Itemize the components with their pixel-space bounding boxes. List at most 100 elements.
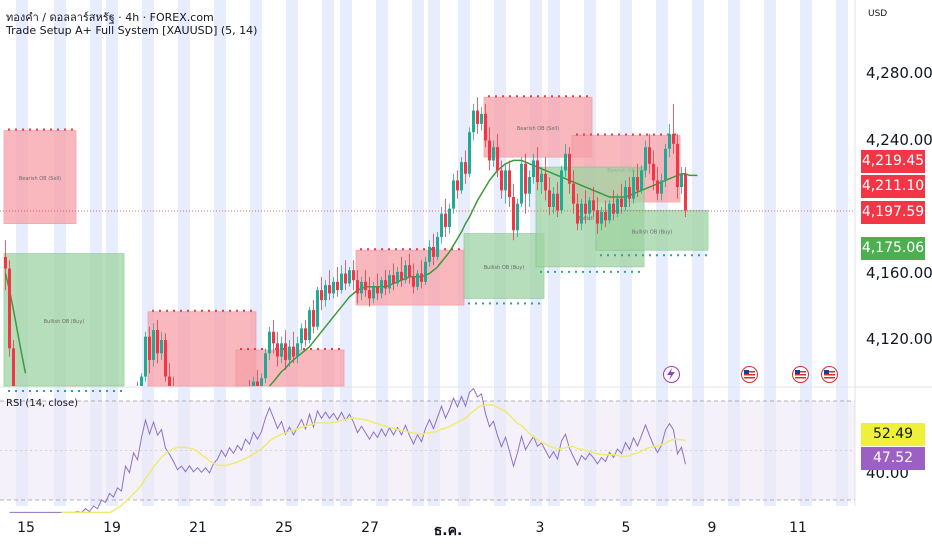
bull-candle	[316, 286, 319, 331]
bear-candle	[272, 320, 275, 354]
candle-body	[436, 236, 439, 257]
symbol-title[interactable]: ทองคำ / ดอลลาร์สหรัฐ · 4h · FOREX.com	[6, 11, 214, 24]
bear-candle	[4, 240, 7, 291]
zone-marker	[614, 254, 616, 257]
candle-body	[160, 340, 163, 354]
rsi-title[interactable]: RSI (14, close)	[6, 398, 79, 409]
candle-body	[424, 261, 427, 282]
bull-candle	[372, 281, 375, 304]
zone-marker	[381, 248, 383, 251]
candle-body	[332, 281, 335, 294]
candle-body	[664, 148, 667, 181]
bear-candle	[496, 133, 499, 178]
zone-marker	[423, 248, 425, 251]
zone-marker	[57, 128, 59, 131]
candle-body	[308, 310, 311, 340]
candle-body	[656, 180, 659, 194]
zone-marker	[388, 248, 390, 251]
candle-body	[276, 343, 279, 357]
bear-candle	[672, 103, 675, 154]
candle-body	[616, 198, 619, 214]
bull-candle	[160, 331, 163, 360]
zone-marker	[496, 302, 498, 305]
candle-body	[660, 180, 663, 194]
candle-body	[420, 273, 423, 282]
demand-zone	[463, 233, 545, 299]
flash-icon[interactable]	[663, 366, 680, 383]
candle-body	[648, 147, 651, 164]
indicator-title[interactable]: Trade Setup A+ Full System [XAUUSD] (5, …	[6, 24, 258, 37]
bull-candle	[428, 240, 431, 267]
zone-marker	[544, 95, 546, 98]
zone-marker	[575, 270, 577, 273]
time-tick-label: 9	[707, 520, 717, 536]
bull-candle	[260, 373, 263, 386]
candle-body	[428, 246, 431, 262]
zone-marker	[43, 390, 45, 392]
bear-candle	[364, 270, 367, 297]
bull-candle	[580, 198, 583, 231]
zone-marker	[631, 270, 633, 273]
zone-marker	[656, 254, 658, 257]
zone-marker	[416, 248, 418, 251]
bull-candle	[300, 323, 303, 350]
candle-body	[268, 331, 271, 354]
us-flag-icon[interactable]	[792, 366, 809, 383]
candle-body	[564, 153, 567, 171]
bull-candle	[680, 167, 683, 194]
zone-marker	[36, 390, 38, 392]
bull-candle	[144, 331, 147, 382]
zone-marker	[482, 302, 484, 305]
zone-marker	[106, 390, 108, 392]
bear-candle	[156, 320, 159, 364]
candle-body	[4, 256, 7, 269]
zone-marker	[625, 133, 627, 136]
bear-candle	[628, 177, 631, 207]
supply-zone	[3, 130, 77, 225]
zone-marker	[649, 254, 651, 257]
candle-body	[644, 147, 647, 171]
us-flag-icon[interactable]	[821, 366, 838, 383]
bull-candle	[460, 157, 463, 194]
candle-body	[452, 180, 455, 209]
candle-body	[400, 271, 403, 281]
us-flag-icon[interactable]	[741, 366, 758, 383]
bull-candle	[624, 180, 627, 211]
bear-candle	[604, 200, 607, 227]
time-tick-label: 5	[621, 520, 631, 536]
candle-body	[524, 163, 527, 194]
candle-body	[640, 170, 643, 191]
candle-body	[8, 268, 11, 349]
candle-body	[556, 193, 559, 211]
candle-body	[604, 211, 607, 221]
bull-candle	[152, 323, 155, 367]
bull-candle	[296, 336, 299, 364]
candle-body	[348, 270, 351, 284]
bear-candle	[488, 127, 491, 171]
zone-marker	[503, 302, 505, 305]
zone-marker	[236, 309, 238, 312]
price-tick-label: 4,240.00	[866, 130, 932, 149]
candle-body	[468, 132, 471, 174]
zone-marker	[222, 309, 224, 312]
zone-marker	[639, 133, 641, 136]
bull-candle	[600, 207, 603, 231]
price-tick-label: 4,280.00	[866, 64, 932, 82]
zone-marker	[317, 347, 319, 350]
session-band	[764, 0, 776, 506]
zone-marker	[458, 248, 460, 251]
bull-candle	[404, 260, 407, 284]
zone-marker	[208, 309, 210, 312]
zone-marker	[409, 248, 411, 251]
candle-body	[500, 170, 503, 191]
candle-body	[472, 110, 475, 133]
candle-body	[300, 328, 303, 344]
bear-candle	[524, 153, 527, 214]
rsi-line	[9, 387, 686, 513]
bull-candle	[448, 203, 451, 234]
zone-marker	[451, 248, 453, 251]
candle-body	[612, 203, 615, 214]
candle-body	[388, 275, 391, 289]
bull-candle	[552, 187, 555, 214]
